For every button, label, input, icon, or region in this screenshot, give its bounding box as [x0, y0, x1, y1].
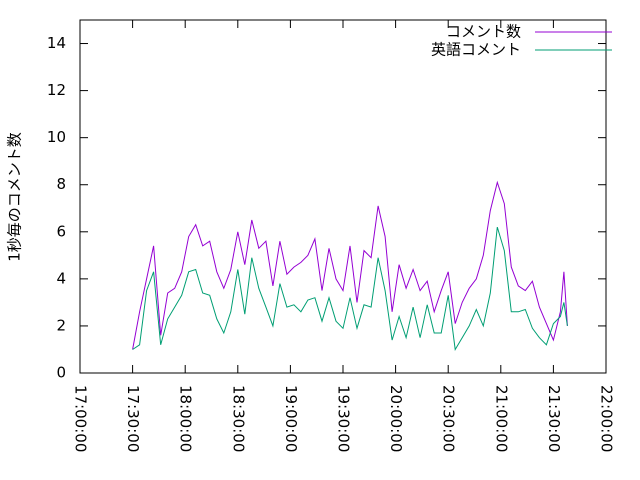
x-tick-label: 20:30:00: [440, 385, 458, 452]
series-line: [132, 180, 568, 350]
x-tick-label: 21:30:00: [545, 385, 563, 452]
y-tick-label: 14: [47, 34, 66, 52]
x-tick-label: 20:00:00: [387, 385, 405, 452]
y-axis-label: 1秒毎のコメント数: [6, 132, 24, 262]
legend-label: 英語コメント: [431, 41, 521, 59]
y-tick-label: 12: [47, 81, 66, 99]
y-tick-label: 2: [56, 316, 66, 334]
y-tick-label: 6: [56, 222, 66, 240]
x-tick-label: 17:00:00: [72, 385, 90, 452]
x-tick-label: 17:30:00: [124, 385, 142, 452]
legend-label: コメント数: [446, 23, 521, 41]
x-tick-label: 19:00:00: [282, 385, 300, 452]
plot-border: [79, 19, 607, 374]
x-tick-label: 22:00:00: [598, 385, 616, 452]
series-line: [132, 226, 568, 352]
y-tick-label: 4: [56, 269, 66, 287]
x-tick-label: 19:30:00: [335, 385, 353, 452]
x-tick-label: 18:30:00: [229, 385, 247, 452]
x-tick-label: 18:00:00: [177, 385, 195, 452]
y-tick-label: 0: [56, 364, 66, 382]
y-tick-label: 10: [47, 128, 66, 146]
y-tick-label: 8: [56, 175, 66, 193]
x-tick-label: 21:00:00: [492, 385, 510, 452]
